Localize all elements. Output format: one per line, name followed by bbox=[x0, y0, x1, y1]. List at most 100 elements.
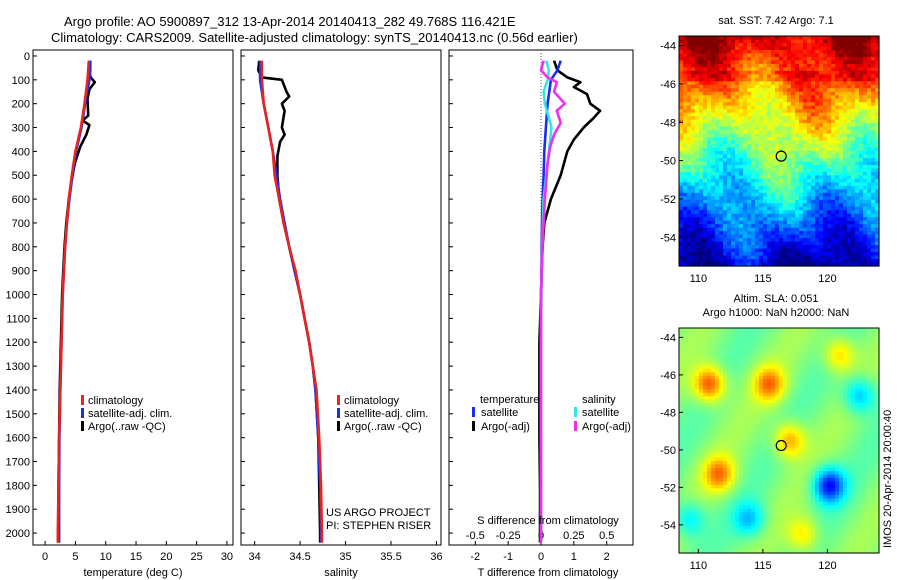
map-cell bbox=[835, 259, 840, 264]
map-cell bbox=[743, 491, 748, 496]
map-cell bbox=[743, 368, 748, 373]
map-cell bbox=[719, 245, 724, 250]
map-cell bbox=[755, 77, 760, 82]
map-cell bbox=[763, 144, 768, 149]
map-cell bbox=[707, 331, 712, 336]
map-cell bbox=[703, 368, 708, 373]
map-cell bbox=[767, 217, 772, 222]
map-cell bbox=[871, 95, 876, 100]
map-cell bbox=[731, 199, 736, 204]
map-cell bbox=[707, 495, 712, 500]
map-cell bbox=[723, 471, 728, 476]
map-cell bbox=[735, 471, 740, 476]
map-cell bbox=[687, 130, 692, 135]
map-cell bbox=[807, 220, 812, 225]
map-cell bbox=[731, 467, 736, 472]
map-cell bbox=[855, 217, 860, 222]
map-cell bbox=[791, 199, 796, 204]
map-cell bbox=[707, 385, 712, 390]
map-cell bbox=[727, 231, 732, 236]
map-cell bbox=[855, 36, 860, 41]
map-cell bbox=[719, 389, 724, 394]
map-cell bbox=[875, 210, 880, 215]
map-cell bbox=[795, 192, 800, 197]
map-cell bbox=[711, 241, 716, 246]
map-cell bbox=[691, 416, 696, 421]
map-cell bbox=[715, 416, 720, 421]
map-cell bbox=[867, 70, 872, 75]
map-cell bbox=[827, 60, 832, 65]
map-cell bbox=[739, 234, 744, 239]
map-cell bbox=[803, 161, 808, 166]
x-tick-label: -1 bbox=[503, 551, 513, 563]
map-cell bbox=[687, 63, 692, 68]
map-cell bbox=[875, 39, 880, 44]
map-cell bbox=[763, 491, 768, 496]
map-cell bbox=[835, 196, 840, 201]
map-cell bbox=[759, 147, 764, 152]
map-cell bbox=[735, 542, 740, 547]
diff-legend-s-satellite: satellite bbox=[582, 407, 619, 419]
map-cell bbox=[767, 464, 772, 469]
map-cell bbox=[875, 199, 880, 204]
map-cell bbox=[819, 224, 824, 229]
map-cell bbox=[679, 168, 684, 173]
map-cell bbox=[699, 433, 704, 438]
map-cell bbox=[699, 392, 704, 397]
map-cell bbox=[707, 389, 712, 394]
map-cell bbox=[691, 168, 696, 173]
map-cell bbox=[783, 56, 788, 61]
map-cell bbox=[679, 501, 684, 506]
map-cell bbox=[751, 532, 756, 537]
map-cell bbox=[799, 49, 804, 55]
map-cell bbox=[691, 220, 696, 225]
map-cell bbox=[683, 182, 688, 187]
map-cell bbox=[803, 154, 808, 159]
map-cell bbox=[747, 478, 752, 483]
map-cell bbox=[687, 56, 692, 61]
map-cell bbox=[763, 501, 768, 506]
map-cell bbox=[775, 39, 780, 44]
map-cell bbox=[683, 416, 688, 421]
map-cell bbox=[867, 140, 872, 145]
map-cell bbox=[867, 262, 872, 267]
map-cell bbox=[715, 498, 720, 503]
map-cell bbox=[811, 154, 816, 159]
map-cell bbox=[735, 227, 740, 232]
map-cell bbox=[703, 478, 708, 483]
map-cell bbox=[751, 338, 756, 343]
map-cell bbox=[831, 161, 836, 166]
map-cell bbox=[683, 498, 688, 503]
map-cell bbox=[715, 382, 720, 387]
map-cell bbox=[803, 112, 808, 117]
map-cell bbox=[727, 481, 732, 486]
map-cell bbox=[763, 392, 768, 397]
map-cell bbox=[807, 49, 812, 55]
map-cell bbox=[755, 345, 760, 350]
map-cell bbox=[735, 39, 740, 44]
map-cell bbox=[723, 420, 728, 425]
map-cell bbox=[787, 130, 792, 135]
map-cell bbox=[767, 39, 772, 44]
map-cell bbox=[679, 171, 684, 176]
map-cell bbox=[687, 464, 692, 469]
map-cell bbox=[767, 450, 772, 455]
map-cell bbox=[703, 137, 708, 142]
map-cell bbox=[795, 168, 800, 173]
map-cell bbox=[795, 56, 800, 61]
map-cell bbox=[735, 224, 740, 229]
map-cell bbox=[783, 164, 788, 170]
map-cell bbox=[787, 259, 792, 264]
map-cell bbox=[727, 105, 732, 110]
map-cell bbox=[783, 70, 788, 75]
map-cell bbox=[695, 484, 700, 489]
map-cell bbox=[875, 42, 880, 48]
map-cell bbox=[839, 171, 844, 176]
map-cell bbox=[843, 192, 848, 197]
map-cell bbox=[763, 56, 768, 61]
map-cell bbox=[699, 389, 704, 394]
map-cell bbox=[723, 252, 728, 257]
map-cell bbox=[755, 409, 760, 414]
map-cell bbox=[827, 81, 832, 86]
map-cell bbox=[751, 508, 756, 513]
